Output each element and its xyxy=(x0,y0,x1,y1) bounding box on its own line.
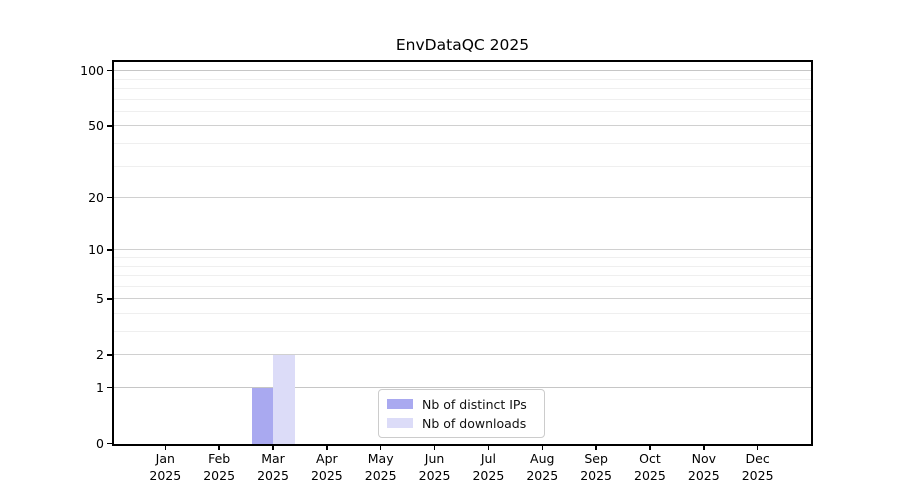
x-axis-label: Dec 2025 xyxy=(726,451,790,484)
x-axis-label-year: 2025 xyxy=(310,467,343,483)
gridline-minor xyxy=(114,110,811,112)
x-axis-label: Oct 2025 xyxy=(618,451,682,484)
bar-nb-of-distinct-ips-mar xyxy=(251,387,273,444)
gridline-minor xyxy=(114,165,811,167)
gridline-major xyxy=(114,298,811,300)
plot-border xyxy=(112,60,813,446)
x-axis-label-year: 2025 xyxy=(149,467,182,483)
gridline-minor xyxy=(114,265,811,267)
x-axis-label-year: 2025 xyxy=(687,467,720,483)
gridline-major xyxy=(114,197,811,199)
x-axis-label: Jan 2025 xyxy=(133,451,197,484)
gridline-minor xyxy=(114,88,811,90)
plot-area xyxy=(114,62,811,444)
bar-nb-of-downloads-mar xyxy=(273,354,295,444)
x-axis-tick xyxy=(433,445,436,450)
x-axis-tick xyxy=(326,445,328,450)
y-axis-label: 2 xyxy=(96,346,104,362)
x-axis-label-year: 2025 xyxy=(580,467,612,483)
x-axis-label-year: 2025 xyxy=(364,467,397,483)
gridline-major xyxy=(114,354,811,356)
y-axis-label: 100 xyxy=(80,62,104,78)
x-axis-label-month: Jul xyxy=(480,451,496,466)
x-axis-tick xyxy=(379,445,382,450)
x-axis-tick xyxy=(164,445,167,450)
y-axis-label: 50 xyxy=(88,117,104,133)
gridline-minor xyxy=(114,275,811,277)
x-axis-label-month: May xyxy=(367,451,394,466)
y-axis-tick xyxy=(106,442,112,445)
gridline-minor xyxy=(114,331,811,333)
x-axis-label-month: Mar xyxy=(261,451,285,466)
x-axis-label-month: Jun xyxy=(424,451,445,466)
gridline-minor xyxy=(114,312,811,314)
gridline-major xyxy=(114,387,811,388)
y-axis-label: 10 xyxy=(88,241,104,257)
gridline-major xyxy=(114,249,811,251)
x-axis-tick xyxy=(541,445,543,450)
gridline-minor xyxy=(114,285,811,287)
legend-swatch xyxy=(387,399,413,409)
x-axis-label: Mar 2025 xyxy=(241,451,305,484)
x-axis-label-year: 2025 xyxy=(741,467,774,483)
y-axis-label: 0 xyxy=(96,435,104,451)
x-axis-label-year: 2025 xyxy=(634,467,666,483)
gridline-major xyxy=(114,125,811,127)
y-axis-label: 20 xyxy=(88,189,104,205)
x-axis-label: Aug 2025 xyxy=(510,451,574,484)
legend-label: Nb of downloads xyxy=(422,415,527,431)
gridline-minor xyxy=(114,78,811,80)
x-axis-tick xyxy=(703,445,705,450)
x-axis-tick xyxy=(649,445,651,450)
y-axis-label: 5 xyxy=(96,290,104,306)
y-axis-tick xyxy=(106,196,112,199)
y-axis-tick xyxy=(106,298,112,300)
x-axis-label: Sep 2025 xyxy=(564,451,628,484)
x-axis-label-year: 2025 xyxy=(526,467,559,483)
x-axis-label-year: 2025 xyxy=(257,467,289,483)
x-axis-label-month: Sep xyxy=(584,451,608,466)
x-axis-label: Jun 2025 xyxy=(403,451,467,484)
y-axis-tick xyxy=(106,354,112,356)
chart-title: EnvDataQC 2025 xyxy=(395,36,530,54)
y-axis-tick xyxy=(106,249,112,251)
legend-label: Nb of distinct IPs xyxy=(422,396,527,412)
x-axis-tick xyxy=(756,445,759,450)
x-axis-label-year: 2025 xyxy=(203,467,236,483)
x-axis-label-year: 2025 xyxy=(418,467,451,483)
gridline-minor xyxy=(114,98,811,100)
y-axis-tick xyxy=(106,386,112,389)
gridline-minor xyxy=(114,143,811,145)
x-axis-label-year: 2025 xyxy=(472,467,505,483)
legend: Nb of distinct IPs Nb of downloads xyxy=(378,389,545,438)
y-axis-label: 1 xyxy=(96,379,104,395)
x-axis-label: May 2025 xyxy=(349,451,413,484)
x-axis-label: Apr 2025 xyxy=(295,451,359,484)
x-axis-label-month: Aug xyxy=(530,451,555,466)
x-axis-label-month: Oct xyxy=(639,451,661,466)
legend-item: Nb of distinct IPs xyxy=(387,397,536,412)
x-axis-tick xyxy=(595,445,597,450)
x-axis-label-month: Apr xyxy=(316,451,338,466)
x-axis-label: Nov 2025 xyxy=(672,451,736,484)
x-axis-label-month: Feb xyxy=(208,451,231,466)
legend-item: Nb of downloads xyxy=(387,416,536,431)
x-axis-tick xyxy=(272,445,274,450)
x-axis-label: Jul 2025 xyxy=(456,451,520,484)
x-axis-label-month: Nov xyxy=(691,451,716,466)
y-axis-tick xyxy=(106,69,112,72)
legend-swatch xyxy=(387,418,413,428)
gridline-major xyxy=(114,70,811,72)
x-axis-label: Feb 2025 xyxy=(187,451,251,484)
x-axis-tick xyxy=(218,445,220,450)
x-axis-label-month: Jan xyxy=(155,451,175,466)
y-axis-tick xyxy=(106,125,112,127)
x-axis-tick xyxy=(487,445,490,450)
gridline-minor xyxy=(114,257,811,258)
x-axis-label-month: Dec xyxy=(745,451,770,466)
